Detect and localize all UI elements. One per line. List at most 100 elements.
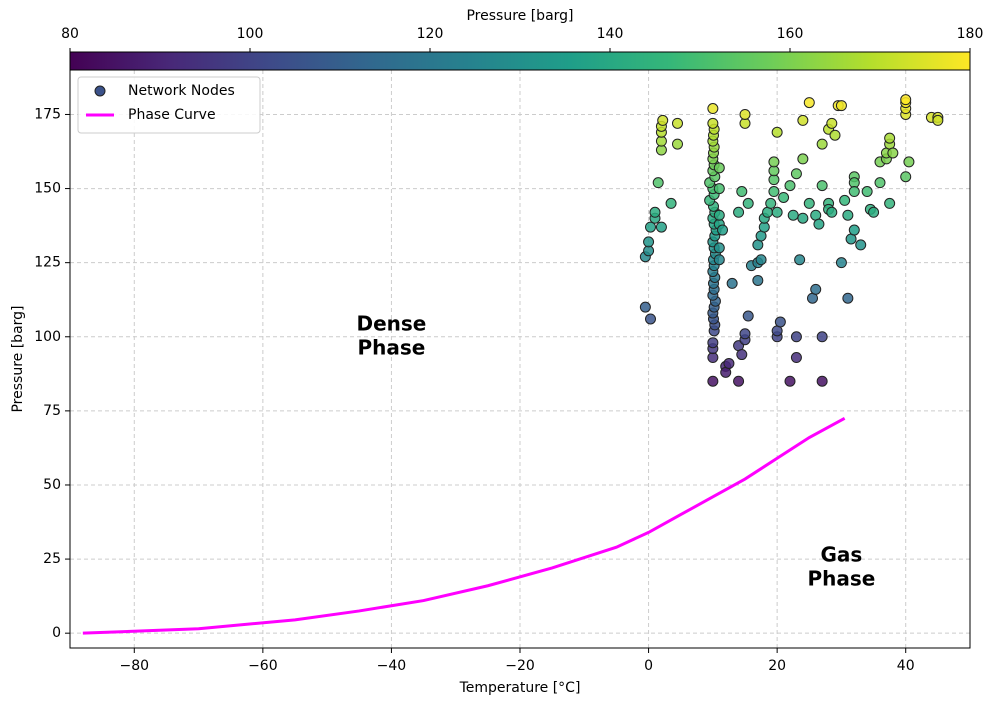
annotation: Gas <box>821 542 863 566</box>
scatter-point <box>726 277 738 289</box>
scatter-point <box>707 103 719 115</box>
scatter-point <box>797 114 809 126</box>
scatter-point <box>649 206 661 218</box>
scatter-point <box>742 310 754 322</box>
phase-curve <box>82 416 846 635</box>
scatter-point <box>713 183 725 195</box>
scatter-point <box>884 132 896 144</box>
x-axis-label: Temperature [°C] <box>459 680 581 696</box>
colorbar-label: Pressure [barg] <box>466 8 573 24</box>
scatter-point <box>672 117 683 129</box>
scatter-point <box>652 177 664 189</box>
scatter-point <box>797 153 809 165</box>
y-tick-label: 0 <box>52 625 61 641</box>
scatter-point <box>755 254 767 266</box>
scatter-point <box>672 138 683 150</box>
scatter-point <box>835 257 847 269</box>
y-tick-label: 150 <box>34 181 61 197</box>
scatter-point <box>848 186 860 198</box>
scatter-point <box>816 138 828 150</box>
scatter-point <box>810 283 822 295</box>
scatter-point <box>774 316 786 328</box>
scatter-point <box>665 197 677 209</box>
x-tick-label: 0 <box>644 658 653 674</box>
scatter-point <box>790 168 802 180</box>
colorbar-tick-label: 80 <box>61 26 79 42</box>
scatter-point <box>826 206 838 218</box>
scatter-point <box>797 212 809 224</box>
scatter-point <box>900 94 912 106</box>
scatter-point <box>639 301 651 313</box>
plot-frame <box>69 69 971 649</box>
scatter-point <box>739 328 751 340</box>
scatter-point <box>643 236 655 248</box>
y-tick-label: 50 <box>43 477 61 493</box>
scatter-point <box>816 331 828 343</box>
scatter-point <box>717 224 728 236</box>
scatter-point <box>713 209 725 221</box>
scatter-point <box>657 114 669 126</box>
scatter-point <box>903 156 915 168</box>
scatter-point <box>655 221 667 233</box>
scatter-point <box>645 313 656 325</box>
scatter-point <box>713 162 725 174</box>
scatter-point <box>771 206 783 218</box>
scatter-point <box>848 224 860 236</box>
scatter-point <box>855 239 867 251</box>
y-tick-label: 175 <box>34 106 61 122</box>
legend-label: Network Nodes <box>128 83 235 99</box>
annotation: Phase <box>357 335 425 359</box>
scatter-point <box>645 221 656 233</box>
scatter-point <box>790 331 802 343</box>
scatter-point <box>739 108 751 120</box>
colorbar-tick-label: 100 <box>237 26 264 42</box>
colorbar-tick-label: 160 <box>777 26 804 42</box>
scatter-point <box>787 209 799 221</box>
scatter-point <box>778 191 790 203</box>
scatter-point <box>829 129 841 141</box>
scatter-point <box>742 197 754 209</box>
scatter-point <box>736 186 748 198</box>
scatter-point <box>713 254 725 266</box>
scatter-point <box>813 218 825 230</box>
scatter-point <box>900 171 912 183</box>
y-tick-label: 75 <box>43 403 61 419</box>
x-tick-label: −60 <box>248 658 278 674</box>
scatter-point <box>733 206 745 218</box>
scatter-point <box>884 197 896 209</box>
scatter-point <box>874 177 886 189</box>
scatter-point <box>835 100 847 112</box>
scatter-point <box>713 242 725 254</box>
scatter-point <box>842 292 854 304</box>
scatter-point <box>887 147 899 159</box>
colorbar <box>69 51 971 71</box>
legend-label: Phase Curve <box>128 107 216 123</box>
scatter-point <box>784 180 796 192</box>
scatter-point <box>736 349 748 361</box>
scatter-point <box>733 375 745 387</box>
scatter-point <box>707 337 719 349</box>
scatter-point <box>765 197 777 209</box>
scatter-point <box>768 156 780 168</box>
legend-marker <box>94 85 106 97</box>
scatter-point <box>816 375 828 387</box>
scatter-point <box>932 114 944 126</box>
colorbar-tick-label: 120 <box>417 26 444 42</box>
scatter-point <box>816 180 828 192</box>
scatter-point <box>752 274 764 286</box>
scatter-point <box>784 375 796 387</box>
scatter-point <box>803 97 815 109</box>
y-tick-label: 125 <box>34 255 61 271</box>
scatter-point <box>842 209 854 221</box>
scatter-point <box>868 206 880 218</box>
scatter-point <box>707 375 719 387</box>
scatter-point <box>768 186 780 198</box>
scatter-point <box>794 254 806 266</box>
colorbar-tick-label: 180 <box>957 26 984 42</box>
y-tick-label: 100 <box>34 329 61 345</box>
scatter-point <box>707 117 719 129</box>
annotation: Dense <box>356 311 426 335</box>
scatter-point <box>803 197 815 209</box>
colorbar-tick-label: 140 <box>597 26 624 42</box>
